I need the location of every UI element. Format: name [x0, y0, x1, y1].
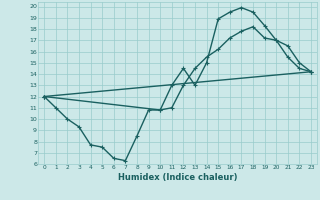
X-axis label: Humidex (Indice chaleur): Humidex (Indice chaleur) [118, 173, 237, 182]
